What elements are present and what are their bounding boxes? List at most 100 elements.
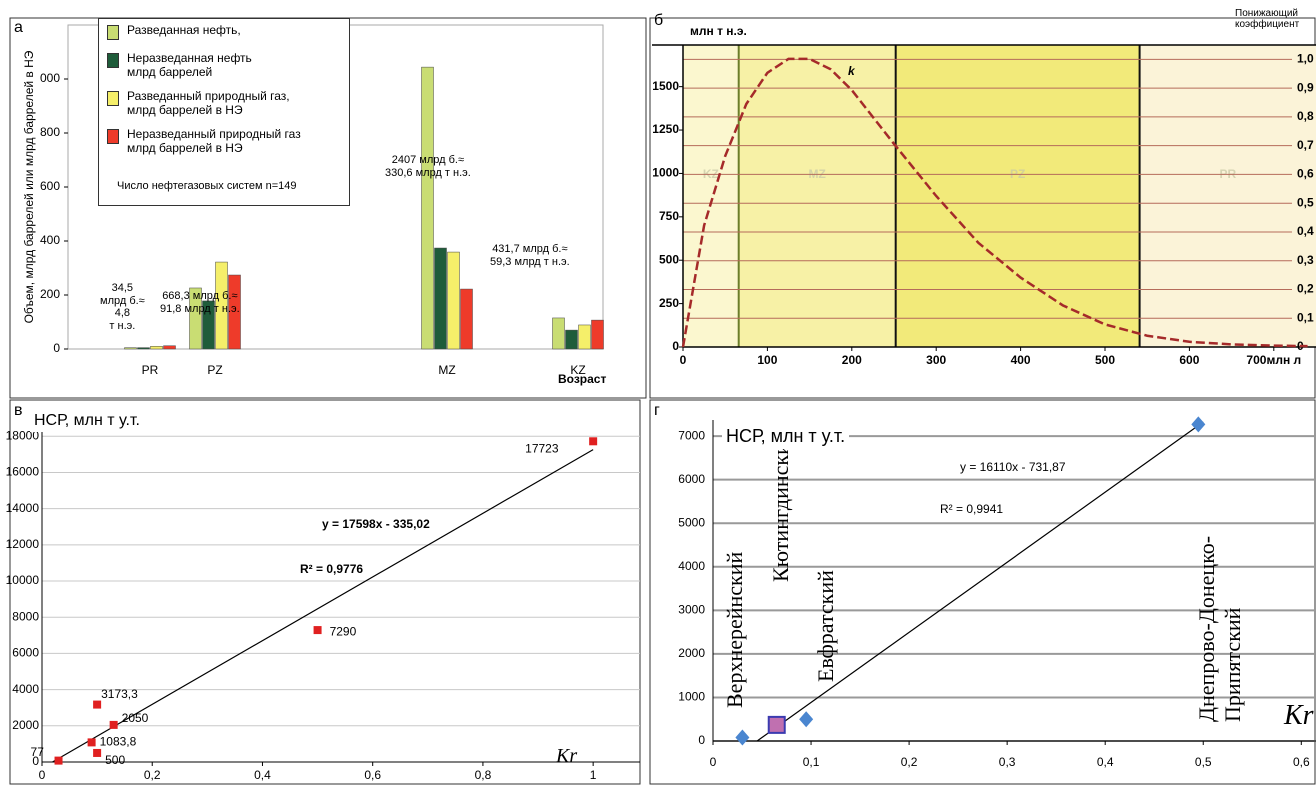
y-tick-label: 2000: [678, 646, 705, 660]
bar: [447, 251, 460, 350]
bar: [228, 274, 241, 350]
r-squared: R² = 0,9776: [300, 562, 363, 576]
x-tick-label: KZ: [570, 363, 585, 377]
y-tick-label: 7000: [678, 428, 705, 442]
annotation: 431,7 млрд б.≈ 59,3 млрд т н.э.: [490, 243, 570, 268]
y-tick-label: 600: [40, 179, 60, 193]
bar: [434, 247, 447, 350]
y-tick-label: 0: [53, 341, 60, 355]
y2-tick-label: 0,5: [1297, 195, 1314, 209]
point: [54, 756, 63, 765]
y-tick-label: 8000: [12, 609, 39, 623]
x-tick-label: 700млн л: [1246, 353, 1301, 367]
y-tick-label: 6000: [12, 646, 39, 660]
x-tick-label: 400: [1011, 353, 1031, 367]
x-tick-label: 0,1: [803, 755, 820, 769]
band: [683, 45, 739, 347]
x-tick-label: 0,6: [1293, 755, 1310, 769]
x-tick-label: 0,2: [901, 755, 918, 769]
point-label: Евфратский: [813, 570, 838, 682]
panel-letter: а: [14, 19, 23, 36]
x-tick-label: 0,2: [144, 768, 161, 782]
y-tick-label: 1000: [652, 166, 679, 180]
x-axis-label: Возраст: [558, 372, 606, 386]
bar: [421, 66, 434, 350]
x-tick-label: 0: [39, 768, 46, 782]
point: [1191, 416, 1206, 433]
bar: [591, 319, 604, 350]
data-label: 3173,3: [101, 687, 138, 701]
y-tick-label: 1250: [652, 122, 679, 136]
r-squared: R² = 0,9941: [940, 502, 1003, 516]
y2-tick-label: 0,9: [1297, 80, 1314, 94]
y-tick-label: 0: [698, 733, 705, 747]
y-tick-label: 5000: [678, 515, 705, 529]
x-tick-label: 0,6: [364, 768, 381, 782]
y-tick-label: 12000: [6, 537, 40, 551]
y-tick-label: 6000: [678, 472, 705, 486]
x-tick-label: 200: [842, 353, 862, 367]
legend-label: Неразведанная нефть млрд баррелей: [127, 51, 252, 79]
y2-tick-label: 0,1: [1297, 310, 1314, 324]
x-tick-label: 0: [710, 755, 717, 769]
data-label: 7290: [330, 624, 357, 638]
point: [589, 437, 598, 446]
legend-label: Неразведанный природный газ млрд барреле…: [127, 127, 301, 155]
y-tick-label: 16000: [6, 465, 40, 479]
equation: y = 16110x - 731,87: [960, 460, 1066, 474]
bar: [150, 346, 163, 350]
bar: [137, 347, 150, 350]
point-label: Днепрово-Донецко- Припятский: [1194, 535, 1245, 722]
x-tick-label: 0,5: [1195, 755, 1212, 769]
y-axis-label: НСР, млн т у.т.: [30, 410, 144, 433]
band: [895, 45, 1140, 347]
y2-tick-label: 1,0: [1297, 52, 1314, 66]
data-label: 500: [105, 753, 125, 767]
x-axis-label: Kr: [556, 745, 578, 767]
equation: y = 17598x - 335,02: [322, 517, 430, 531]
point: [735, 729, 750, 746]
panel-frame: [649, 399, 1316, 785]
y-tick-label: 2000: [12, 718, 39, 732]
legend-note: Число нефтегазовых систем n=149: [117, 180, 297, 192]
x-tick-label: 0,4: [254, 768, 271, 782]
trend-line: [756, 421, 1204, 742]
bar: [202, 300, 215, 350]
y-tick-label: 000: [40, 71, 60, 85]
annotation: 2407 млрд б.≈ 330,6 млрд т н.э.: [385, 154, 471, 179]
data-label: 17723: [525, 441, 559, 455]
data-label: 1083,8: [100, 735, 137, 749]
bar: [578, 324, 591, 350]
bar: [124, 347, 137, 350]
point: [313, 626, 322, 635]
bar: [215, 261, 228, 350]
y-tick-label: 400: [40, 233, 60, 247]
bar: [460, 288, 473, 350]
panel-letter: в: [14, 402, 23, 419]
y-axis-label: млн т н.э.: [690, 24, 747, 38]
y-tick-label: 0: [32, 754, 39, 768]
y-axis-label: Объем, млрд баррелей или млрд баррелей в…: [22, 50, 36, 323]
x-tick-label: 0,3: [999, 755, 1016, 769]
y2-tick-label: 0,6: [1297, 167, 1314, 181]
y2-tick-label: 0,7: [1297, 138, 1314, 152]
panel-letter: б: [654, 12, 664, 29]
x-tick-label: 0,8: [475, 768, 492, 782]
legend-swatch: [107, 91, 119, 106]
y-tick-label: 750: [659, 209, 679, 223]
legend-swatch: [107, 53, 119, 68]
trend-line: [52, 449, 594, 763]
point: [93, 700, 102, 709]
x-tick-label: 300: [926, 353, 946, 367]
y-tick-label: 14000: [6, 501, 40, 515]
y-tick-label: 1000: [678, 690, 705, 704]
y2-tick-label: 0,8: [1297, 109, 1314, 123]
band: [738, 45, 896, 347]
y2-tick-label: 0,4: [1297, 224, 1314, 238]
legend-swatch: [107, 25, 119, 40]
y2-tick-label: 0,2: [1297, 282, 1314, 296]
data-label: 77: [31, 745, 45, 759]
panel-frame: [9, 399, 641, 785]
x-tick-label: PR: [142, 363, 159, 377]
x-tick-label: PZ: [207, 363, 222, 377]
